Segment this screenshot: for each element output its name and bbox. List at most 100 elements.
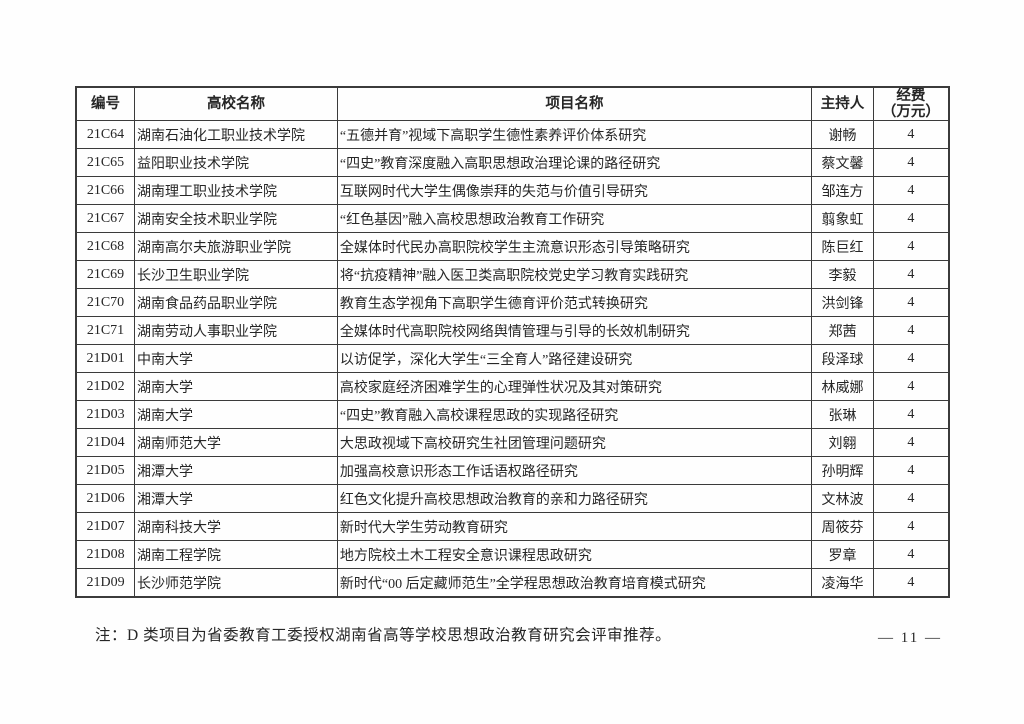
cell-project-name: 加强高校意识形态工作话语权路径研究 bbox=[336, 456, 813, 485]
cell-project-name: 高校家庭经济困难学生的心理弹性状况及其对策研究 bbox=[336, 372, 813, 401]
table-row: 21D08 湖南工程学院 地方院校土木工程安全意识课程思政研究 罗章 4 bbox=[75, 540, 950, 569]
cell-school-name: 湖南大学 bbox=[134, 400, 338, 429]
cell-school-name: 湖南师范大学 bbox=[134, 428, 338, 457]
cell-leader-name: 罗章 bbox=[811, 540, 874, 569]
cell-school-name: 湖南食品药品职业学院 bbox=[134, 288, 338, 317]
cell-project-id: 21C68 bbox=[75, 232, 136, 261]
cell-project-name: 全媒体时代民办高职院校学生主流意识形态引导策略研究 bbox=[336, 232, 813, 261]
cell-project-id: 21D07 bbox=[75, 512, 136, 541]
cell-school-name: 长沙卫生职业学院 bbox=[134, 260, 338, 289]
cell-project-name: 互联网时代大学生偶像崇拜的失范与价值引导研究 bbox=[336, 176, 813, 205]
cell-project-id: 21D08 bbox=[75, 540, 136, 569]
cell-school-name: 湖南高尔夫旅游职业学院 bbox=[134, 232, 338, 261]
cell-school-name: 长沙师范学院 bbox=[134, 568, 338, 598]
cell-leader-name: 陈巨红 bbox=[811, 232, 874, 261]
cell-project-name: 将“抗疫精神”融入医卫类高职院校党史学习教育实践研究 bbox=[336, 260, 813, 289]
cell-funding-amount: 4 bbox=[872, 148, 950, 177]
col-header-project: 项目名称 bbox=[336, 86, 813, 121]
table-row: 21C67 湖南安全技术职业学院 “红色基因”融入高校思想政治教育工作研究 翦象虹 4 bbox=[75, 204, 950, 233]
cell-leader-name: 洪剑锋 bbox=[811, 288, 874, 317]
cell-funding-amount: 4 bbox=[872, 372, 950, 401]
cell-project-id: 21C65 bbox=[75, 148, 136, 177]
cell-project-id: 21D09 bbox=[75, 568, 136, 598]
table-row: 21D05 湘潭大学 加强高校意识形态工作话语权路径研究 孙明辉 4 bbox=[75, 456, 950, 485]
table-row: 21D01 中南大学 以访促学，深化大学生“三全育人”路径建设研究 段泽球 4 bbox=[75, 344, 950, 373]
table-row: 21C68 湖南高尔夫旅游职业学院 全媒体时代民办高职院校学生主流意识形态引导策略研… bbox=[75, 232, 950, 261]
cell-project-id: 21D06 bbox=[75, 484, 136, 513]
cell-funding-amount: 4 bbox=[872, 176, 950, 205]
cell-funding-amount: 4 bbox=[872, 456, 950, 485]
col-header-id: 编号 bbox=[75, 86, 136, 121]
cell-project-name: 地方院校土木工程安全意识课程思政研究 bbox=[336, 540, 813, 569]
cell-project-id: 21C69 bbox=[75, 260, 136, 289]
cell-project-id: 21D05 bbox=[75, 456, 136, 485]
cell-project-name: 新时代“00 后定藏师范生”全学程思想政治教育培育模式研究 bbox=[336, 568, 813, 598]
cell-leader-name: 刘翱 bbox=[811, 428, 874, 457]
table-row: 21D09 长沙师范学院 新时代“00 后定藏师范生”全学程思想政治教育培育模式研究… bbox=[75, 568, 950, 598]
cell-project-id: 21C64 bbox=[75, 120, 136, 149]
cell-leader-name: 翦象虹 bbox=[811, 204, 874, 233]
cell-project-name: “五德并育”视域下高职学生德性素养评价体系研究 bbox=[336, 120, 813, 149]
cell-leader-name: 邹连方 bbox=[811, 176, 874, 205]
table-header-row: 编号 高校名称 项目名称 主持人 经费 （万元） bbox=[75, 86, 950, 121]
cell-leader-name: 文林波 bbox=[811, 484, 874, 513]
cell-funding-amount: 4 bbox=[872, 428, 950, 457]
cell-project-name: 大思政视域下高校研究生社团管理问题研究 bbox=[336, 428, 813, 457]
cell-leader-name: 蔡文馨 bbox=[811, 148, 874, 177]
cell-project-name: 教育生态学视角下高职学生德育评价范式转换研究 bbox=[336, 288, 813, 317]
cell-project-name: 以访促学，深化大学生“三全育人”路径建设研究 bbox=[336, 344, 813, 373]
cell-funding-amount: 4 bbox=[872, 204, 950, 233]
cell-leader-name: 凌海华 bbox=[811, 568, 874, 598]
table-row: 21C64 湖南石油化工职业技术学院 “五德并育”视域下高职学生德性素养评价体系研究… bbox=[75, 120, 950, 149]
footnote: 注：D 类项目为省委教育工委授权湖南省高等学校思想政治教育研究会评审推荐。 bbox=[95, 626, 672, 644]
page-number: — 11 — bbox=[878, 630, 942, 646]
table-row: 21D07 湖南科技大学 新时代大学生劳动教育研究 周筱芬 4 bbox=[75, 512, 950, 541]
col-header-school: 高校名称 bbox=[134, 86, 338, 121]
cell-project-id: 21D03 bbox=[75, 400, 136, 429]
cell-project-name: 红色文化提升高校思想政治教育的亲和力路径研究 bbox=[336, 484, 813, 513]
cell-funding-amount: 4 bbox=[872, 344, 950, 373]
cell-funding-amount: 4 bbox=[872, 540, 950, 569]
table-row: 21C71 湖南劳动人事职业学院 全媒体时代高职院校网络舆情管理与引导的长效机制研究… bbox=[75, 316, 950, 345]
cell-school-name: 湖南工程学院 bbox=[134, 540, 338, 569]
col-header-funding-line2: （万元） bbox=[881, 104, 940, 120]
cell-funding-amount: 4 bbox=[872, 512, 950, 541]
col-header-leader: 主持人 bbox=[811, 86, 874, 121]
cell-leader-name: 郑茜 bbox=[811, 316, 874, 345]
cell-school-name: 湖南理工职业技术学院 bbox=[134, 176, 338, 205]
table-row: 21D04 湖南师范大学 大思政视域下高校研究生社团管理问题研究 刘翱 4 bbox=[75, 428, 950, 457]
cell-funding-amount: 4 bbox=[872, 400, 950, 429]
table-row: 21C70 湖南食品药品职业学院 教育生态学视角下高职学生德育评价范式转换研究 洪剑锋… bbox=[75, 288, 950, 317]
cell-funding-amount: 4 bbox=[872, 120, 950, 149]
cell-school-name: 湖南劳动人事职业学院 bbox=[134, 316, 338, 345]
cell-leader-name: 孙明辉 bbox=[811, 456, 874, 485]
cell-project-name: “红色基因”融入高校思想政治教育工作研究 bbox=[336, 204, 813, 233]
cell-leader-name: 林威娜 bbox=[811, 372, 874, 401]
cell-funding-amount: 4 bbox=[872, 288, 950, 317]
cell-project-id: 21D01 bbox=[75, 344, 136, 373]
cell-project-id: 21C71 bbox=[75, 316, 136, 345]
cell-school-name: 湖南科技大学 bbox=[134, 512, 338, 541]
table-row: 21D03 湖南大学 “四史”教育融入高校课程思政的实现路径研究 张琳 4 bbox=[75, 400, 950, 429]
table-row: 21D02 湖南大学 高校家庭经济困难学生的心理弹性状况及其对策研究 林威娜 4 bbox=[75, 372, 950, 401]
cell-project-id: 21C70 bbox=[75, 288, 136, 317]
table-row: 21C66 湖南理工职业技术学院 互联网时代大学生偶像崇拜的失范与价值引导研究 邹连方… bbox=[75, 176, 950, 205]
cell-school-name: 湖南大学 bbox=[134, 372, 338, 401]
cell-project-id: 21C67 bbox=[75, 204, 136, 233]
cell-school-name: 湖南石油化工职业技术学院 bbox=[134, 120, 338, 149]
cell-project-name: 全媒体时代高职院校网络舆情管理与引导的长效机制研究 bbox=[336, 316, 813, 345]
cell-school-name: 湘潭大学 bbox=[134, 484, 338, 513]
col-header-funding-line1: 经费 bbox=[896, 88, 926, 104]
col-header-funding: 经费 （万元） bbox=[872, 86, 950, 121]
grants-table: 编号 高校名称 项目名称 主持人 经费 （万元） 21C64 湖南石油化工职业技术… bbox=[75, 86, 950, 598]
cell-project-id: 21D04 bbox=[75, 428, 136, 457]
cell-project-name: “四史”教育融入高校课程思政的实现路径研究 bbox=[336, 400, 813, 429]
cell-funding-amount: 4 bbox=[872, 484, 950, 513]
cell-leader-name: 周筱芬 bbox=[811, 512, 874, 541]
cell-school-name: 湘潭大学 bbox=[134, 456, 338, 485]
cell-school-name: 中南大学 bbox=[134, 344, 338, 373]
cell-leader-name: 段泽球 bbox=[811, 344, 874, 373]
cell-school-name: 湖南安全技术职业学院 bbox=[134, 204, 338, 233]
cell-funding-amount: 4 bbox=[872, 568, 950, 598]
